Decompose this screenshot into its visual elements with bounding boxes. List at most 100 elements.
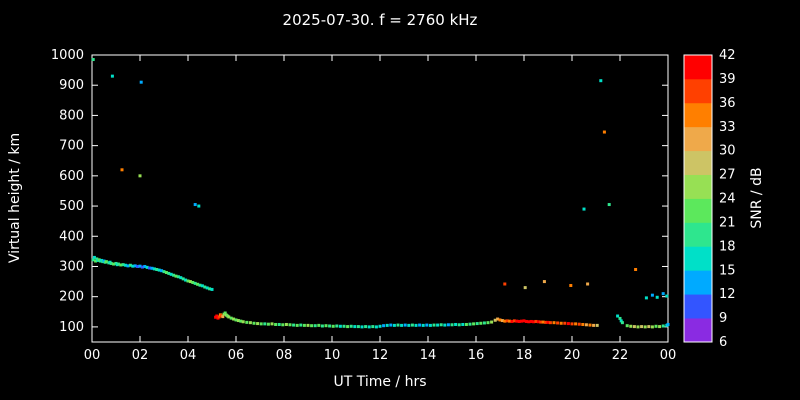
data-point xyxy=(602,130,606,134)
colorbar-tick-label: 9 xyxy=(719,311,727,326)
data-point xyxy=(414,323,418,327)
data-point xyxy=(569,284,573,288)
data-point xyxy=(364,325,368,329)
data-point xyxy=(490,320,494,324)
data-point xyxy=(541,320,545,324)
y-tick-label: 1000 xyxy=(51,48,84,63)
data-point xyxy=(529,319,533,323)
data-point xyxy=(446,323,450,327)
colorbar-tick-label: 30 xyxy=(719,144,736,159)
colorbar-tick-label: 36 xyxy=(719,96,736,111)
data-point xyxy=(167,271,171,275)
data-point xyxy=(203,285,207,289)
data-point xyxy=(176,275,180,279)
data-point xyxy=(121,263,125,267)
colorbar-segment xyxy=(684,174,712,199)
data-point xyxy=(138,264,142,268)
data-point xyxy=(503,282,507,286)
data-point xyxy=(94,259,98,263)
y-tick-label: 700 xyxy=(59,139,84,154)
plot-frame xyxy=(91,54,669,343)
colorbar-label: SNR / dB xyxy=(749,167,765,229)
data-point xyxy=(270,322,274,326)
data-point xyxy=(205,286,209,290)
data-point xyxy=(650,293,654,297)
colorbar-segment xyxy=(684,294,712,319)
colorbar-tick-label: 33 xyxy=(719,120,736,135)
data-point xyxy=(188,280,192,284)
data-point xyxy=(385,323,389,327)
data-point xyxy=(439,323,443,327)
colorbar-segment xyxy=(684,270,712,295)
data-point xyxy=(378,324,382,328)
data-point xyxy=(131,264,135,268)
data-point xyxy=(457,323,461,327)
data-point xyxy=(552,321,556,325)
data-point xyxy=(563,321,567,325)
data-point xyxy=(155,267,159,271)
data-point xyxy=(396,323,400,327)
x-tick-label: 14 xyxy=(420,348,437,363)
data-point xyxy=(210,287,214,291)
data-point xyxy=(288,323,292,327)
data-point xyxy=(234,318,238,322)
data-point xyxy=(464,322,468,326)
data-point xyxy=(112,262,116,266)
data-point xyxy=(584,323,588,327)
data-point xyxy=(306,323,310,327)
data-point xyxy=(232,317,236,321)
data-point xyxy=(498,318,502,322)
data-point xyxy=(263,322,267,326)
data-point xyxy=(136,264,140,268)
data-point xyxy=(581,322,585,326)
y-tick-label: 100 xyxy=(59,320,84,335)
data-point xyxy=(338,324,342,328)
data-point xyxy=(116,262,120,266)
x-tick-label: 04 xyxy=(180,348,197,363)
data-point xyxy=(418,323,422,327)
data-point xyxy=(274,322,278,326)
data-point xyxy=(193,203,197,207)
data-point xyxy=(143,264,147,268)
data-point xyxy=(389,323,393,327)
data-point xyxy=(472,322,476,326)
data-point xyxy=(367,325,371,329)
data-point xyxy=(620,321,624,325)
data-point xyxy=(245,320,249,324)
data-point xyxy=(223,311,227,315)
y-tick-label: 500 xyxy=(59,199,84,214)
data-point xyxy=(91,58,95,62)
data-point xyxy=(169,272,173,276)
data-point xyxy=(200,284,204,288)
data-point xyxy=(349,324,353,328)
data-point xyxy=(650,325,654,329)
data-point xyxy=(517,319,521,323)
data-point xyxy=(198,283,202,287)
data-point xyxy=(661,292,665,296)
data-point xyxy=(566,322,570,326)
data-point xyxy=(266,322,270,326)
x-tick-label: 16 xyxy=(468,348,485,363)
x-tick-label: 02 xyxy=(132,348,149,363)
colorbar-segment xyxy=(684,126,712,152)
colorbar-tick-label: 21 xyxy=(719,215,736,230)
data-point xyxy=(586,282,590,286)
data-point xyxy=(432,323,436,327)
colorbar-tick-label: 6 xyxy=(719,335,727,350)
data-point xyxy=(148,266,152,270)
data-point xyxy=(281,323,285,327)
data-point xyxy=(582,207,586,211)
data-point xyxy=(229,316,233,320)
data-point xyxy=(666,322,670,326)
data-point xyxy=(536,320,540,324)
data-point xyxy=(496,317,500,321)
data-point xyxy=(523,286,527,290)
data-point xyxy=(512,319,516,323)
data-point xyxy=(524,319,528,323)
data-point xyxy=(197,204,201,208)
data-point xyxy=(162,270,166,274)
data-point xyxy=(544,320,548,324)
data-point xyxy=(346,325,350,329)
data-point xyxy=(436,323,440,327)
